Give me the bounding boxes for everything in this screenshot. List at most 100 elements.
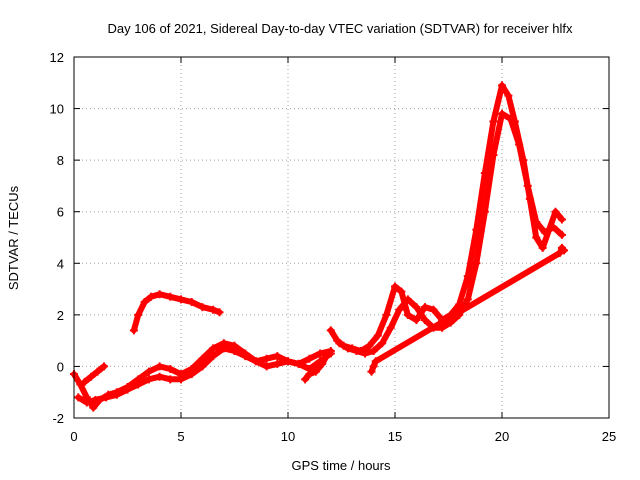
data-point [262, 354, 271, 363]
data-point [504, 91, 513, 100]
data-marks [70, 81, 569, 412]
data-point [472, 259, 481, 268]
data-point [166, 292, 175, 301]
data-point [532, 218, 541, 227]
data-point [322, 352, 331, 361]
data-point [371, 357, 380, 366]
data-point [262, 362, 271, 371]
data-point [352, 346, 361, 355]
data-point [177, 375, 185, 384]
data-point [209, 352, 218, 361]
data-point [91, 395, 100, 404]
data-point [273, 352, 282, 361]
data-point [155, 290, 164, 299]
data-point [294, 359, 303, 368]
data-point [538, 243, 547, 252]
data-point [480, 207, 489, 216]
x-tick-label: 5 [177, 429, 184, 444]
y-tick-label: 2 [57, 308, 64, 323]
data-point [305, 354, 314, 363]
series-track-d [129, 290, 224, 335]
data-point [198, 303, 207, 312]
data-point [187, 297, 196, 306]
data-point [506, 114, 515, 123]
data-point [219, 344, 228, 353]
x-tick-label: 15 [388, 429, 402, 444]
data-point [284, 357, 292, 366]
data-point [557, 215, 566, 224]
data-point [87, 372, 96, 381]
data-point [209, 344, 218, 353]
data-point [480, 169, 489, 178]
series-track-e [301, 352, 331, 384]
data-point [102, 393, 111, 402]
data-point [273, 359, 282, 368]
data-point [155, 372, 164, 381]
series-track-h [367, 243, 569, 376]
data-point [326, 349, 335, 358]
data-point [241, 352, 250, 361]
series-line [81, 363, 107, 385]
y-tick-label: 6 [57, 205, 64, 220]
data-point [498, 109, 506, 118]
data-point [412, 303, 421, 312]
data-point [166, 365, 175, 374]
data-point [215, 308, 224, 317]
x-tick-label: 20 [495, 429, 509, 444]
series-track-b [74, 344, 335, 407]
data-point [386, 323, 395, 332]
data-point [412, 316, 421, 325]
data-point [391, 282, 399, 291]
y-tick-label: 8 [57, 153, 64, 168]
data-point [99, 362, 108, 371]
data-point [318, 359, 327, 368]
data-point [420, 303, 429, 312]
data-point [230, 346, 239, 355]
chart-title: Day 106 of 2021, Sidereal Day-to-day VTE… [107, 21, 573, 36]
data-point [144, 375, 153, 384]
data-point [403, 310, 412, 319]
data-point [301, 375, 310, 384]
data-point [155, 362, 164, 371]
data-point [335, 339, 344, 348]
data-point [74, 393, 83, 402]
data-point [147, 292, 156, 301]
x-tick-label: 10 [281, 429, 295, 444]
data-point [369, 362, 378, 371]
data-point [89, 403, 98, 412]
x-axis-label: GPS time / hours [292, 458, 391, 473]
data-point [187, 370, 196, 379]
data-point [198, 362, 207, 371]
data-point [82, 398, 91, 407]
data-point [378, 339, 387, 348]
series-track-c [80, 362, 108, 386]
data-point [134, 380, 143, 389]
series-track-g [335, 109, 566, 358]
data-point [420, 316, 429, 325]
y-axis-label: SDTVAR / TECUs [6, 185, 21, 290]
y-tick-label: 12 [50, 50, 64, 65]
data-point [540, 228, 549, 237]
data-point [144, 367, 153, 376]
data-point [80, 377, 89, 386]
data-point [326, 326, 335, 335]
y-tick-label: 4 [57, 256, 64, 271]
data-point [395, 305, 404, 314]
data-point [343, 344, 352, 353]
plot-frame [73, 56, 610, 419]
data-point [311, 367, 320, 376]
data-point [177, 295, 185, 304]
data-point [209, 305, 218, 314]
x-tick-label: 25 [602, 429, 616, 444]
data-point [429, 305, 438, 314]
data-point [112, 390, 121, 399]
data-point [489, 117, 498, 126]
data-point [166, 375, 175, 384]
data-point [382, 310, 391, 319]
data-point [361, 349, 370, 358]
data-point [134, 310, 143, 319]
data-point [129, 326, 138, 335]
data-point [305, 370, 314, 379]
data-point [549, 223, 558, 232]
